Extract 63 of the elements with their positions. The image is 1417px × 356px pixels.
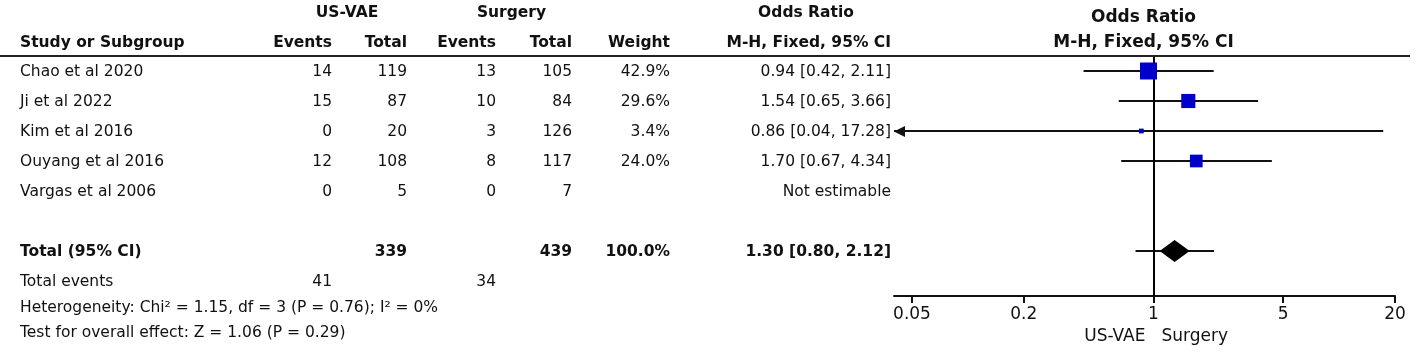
text: 20 bbox=[387, 122, 407, 140]
category-label: Ouyang et al 2016 bbox=[20, 152, 165, 170]
text: 1.54 [0.65, 3.66] bbox=[760, 92, 891, 110]
text: US-VAE bbox=[315, 3, 379, 21]
category-label: Total (95% CI) bbox=[20, 242, 142, 260]
text: 117 bbox=[542, 152, 572, 170]
category-label: Total bbox=[529, 33, 572, 51]
text: 87 bbox=[387, 92, 407, 110]
text: 439 bbox=[539, 242, 572, 260]
text: 1.30 [0.80, 2.12] bbox=[745, 242, 891, 260]
category-label: Total events bbox=[20, 272, 114, 290]
text: 7 bbox=[562, 182, 572, 200]
text: 3 bbox=[486, 122, 496, 140]
text: 3.4% bbox=[630, 122, 670, 140]
category-label: Total bbox=[364, 33, 407, 51]
category-label: Ji et al 2022 bbox=[20, 92, 113, 110]
category-label: Kim et al 2016 bbox=[20, 122, 134, 140]
text: 13 bbox=[476, 62, 496, 80]
text: 0.86 [0.04, 17.28] bbox=[750, 122, 891, 140]
chart-title: Odds Ratio bbox=[1090, 5, 1197, 26]
text: 126 bbox=[542, 122, 572, 140]
text: Not estimable bbox=[782, 182, 891, 200]
text: 5 bbox=[397, 182, 407, 200]
category-label: Events bbox=[437, 33, 496, 51]
text: 29.6% bbox=[620, 92, 670, 110]
text: 24.0% bbox=[620, 152, 670, 170]
category-label: Chao et al 2020 bbox=[20, 62, 144, 80]
x-tick-label: 5 bbox=[1277, 302, 1289, 323]
x-tick-label: 0.05 bbox=[893, 302, 931, 323]
text: 42.9% bbox=[620, 62, 670, 80]
category-label: Events bbox=[273, 33, 332, 51]
text: US-VAE bbox=[1084, 324, 1146, 345]
text: Surgery bbox=[1161, 324, 1229, 345]
text: 84 bbox=[552, 92, 572, 110]
category-label: Weight bbox=[608, 33, 670, 51]
text: Odds Ratio bbox=[758, 3, 854, 21]
text: 8 bbox=[486, 152, 496, 170]
text: 15 bbox=[312, 92, 332, 110]
text: 119 bbox=[377, 62, 407, 80]
chart-subtitle: M-H, Fixed, 95% CI bbox=[1053, 30, 1234, 51]
text: 12 bbox=[312, 152, 332, 170]
text: Heterogeneity: Chi² = 1.15, df = 3 (P = 0.76); I² = 0% bbox=[20, 298, 439, 316]
text: 100.0% bbox=[605, 242, 670, 260]
text: 105 bbox=[542, 62, 572, 80]
text: 339 bbox=[374, 242, 407, 260]
text: 0 bbox=[322, 182, 332, 200]
x-tick-label: 20 bbox=[1384, 302, 1406, 323]
x-tick-label: 1 bbox=[1148, 302, 1159, 323]
text: Study or Subgroup bbox=[20, 33, 185, 51]
text: 1.70 [0.67, 4.34] bbox=[760, 152, 891, 170]
text: 10 bbox=[476, 92, 496, 110]
text: 0.94 [0.42, 2.11] bbox=[760, 62, 891, 80]
category-label: M-H, Fixed, 95% CI bbox=[726, 33, 891, 51]
text: 14 bbox=[312, 62, 332, 80]
text: 34 bbox=[476, 272, 496, 290]
x-tick-label: 0.2 bbox=[1010, 302, 1038, 323]
text: 0 bbox=[322, 122, 332, 140]
text: 0 bbox=[486, 182, 496, 200]
text: 108 bbox=[377, 152, 407, 170]
text: 41 bbox=[312, 272, 332, 290]
text: Test for overall effect: Z = 1.06 (P = 0.29) bbox=[20, 323, 346, 341]
text: Surgery bbox=[476, 3, 547, 21]
category-label: Vargas et al 2006 bbox=[20, 182, 157, 200]
